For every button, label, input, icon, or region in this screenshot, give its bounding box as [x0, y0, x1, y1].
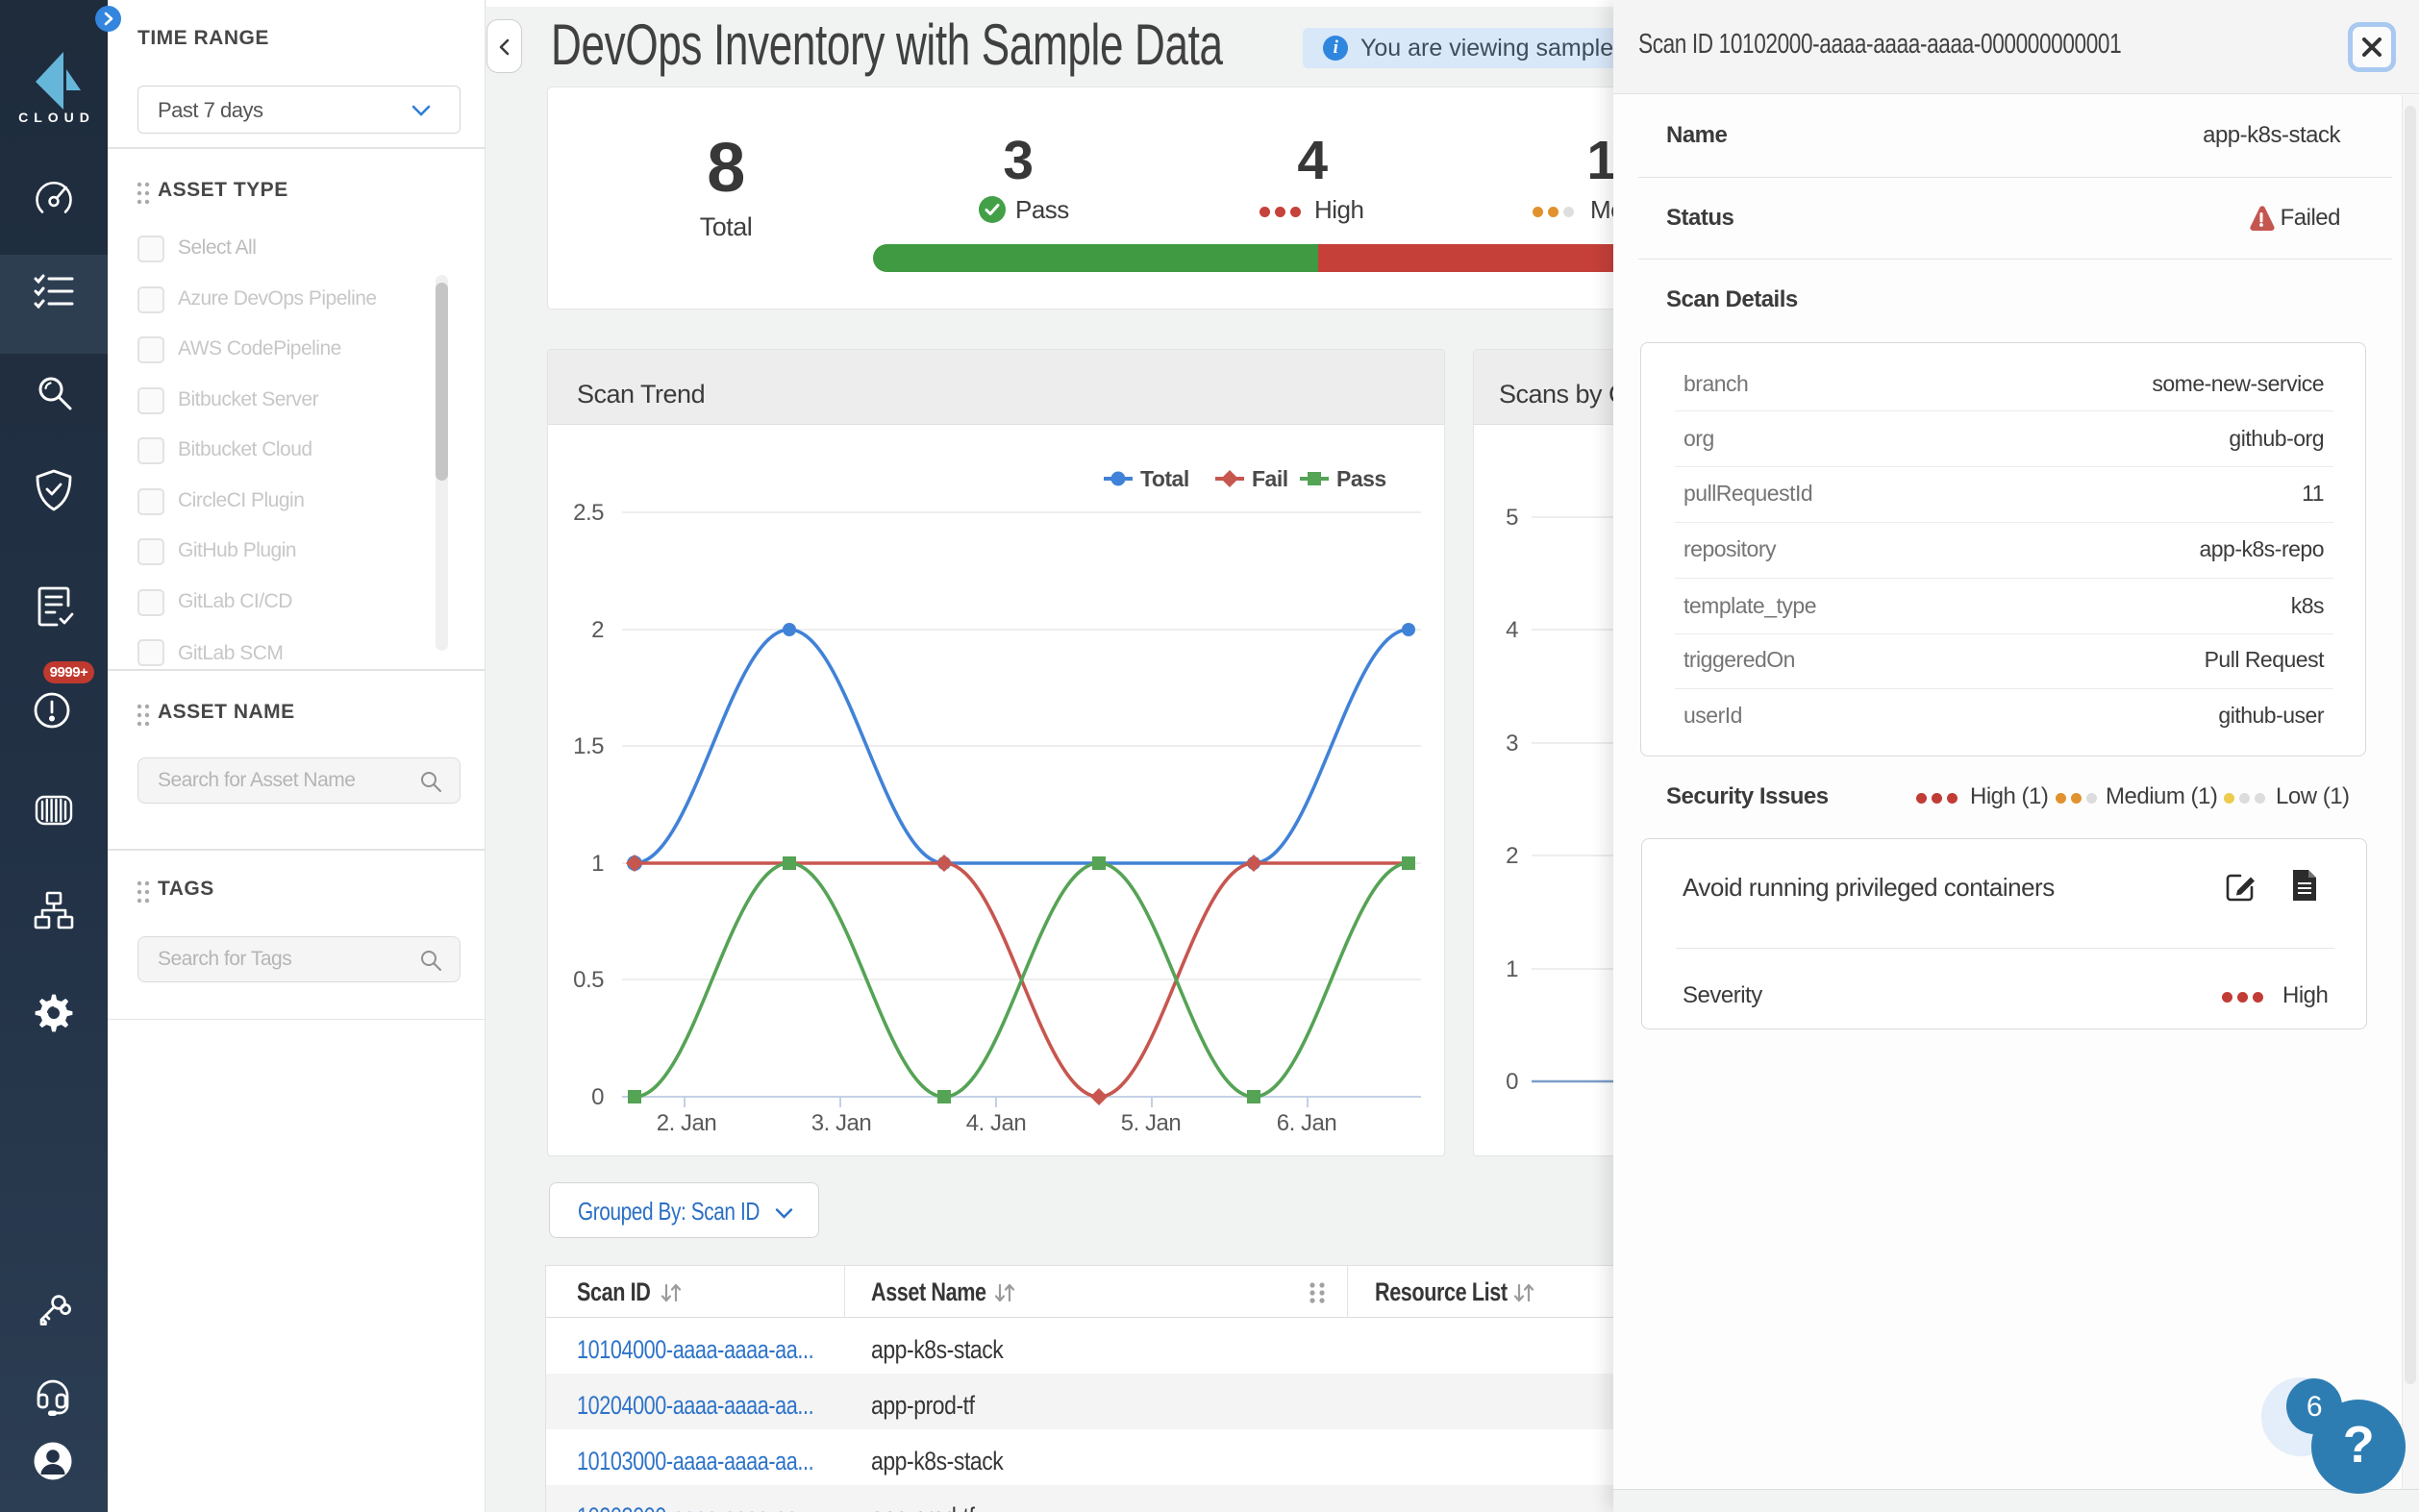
svg-text:5: 5	[1506, 505, 1518, 531]
svg-text:Total: Total	[1140, 466, 1189, 491]
svg-text:3: 3	[1506, 731, 1518, 756]
svg-text:5. Jan: 5. Jan	[1121, 1110, 1181, 1136]
svg-text:0: 0	[1506, 1069, 1518, 1095]
svg-text:4: 4	[1506, 617, 1518, 643]
svg-text:Fail: Fail	[1252, 466, 1288, 491]
svg-text:6. Jan: 6. Jan	[1277, 1110, 1336, 1136]
svg-text:2.5: 2.5	[573, 500, 604, 526]
svg-text:4. Jan: 4. Jan	[966, 1110, 1026, 1136]
svg-text:2: 2	[591, 617, 604, 643]
svg-text:2: 2	[1506, 843, 1518, 869]
svg-text:3. Jan: 3. Jan	[811, 1110, 871, 1136]
svg-text:0.5: 0.5	[573, 967, 604, 993]
svg-text:2. Jan: 2. Jan	[657, 1110, 716, 1136]
svg-text:0: 0	[591, 1084, 604, 1110]
svg-text:1: 1	[1506, 956, 1518, 982]
svg-text:Pass: Pass	[1336, 466, 1386, 491]
svg-text:1: 1	[591, 851, 604, 877]
svg-text:1.5: 1.5	[573, 733, 604, 759]
